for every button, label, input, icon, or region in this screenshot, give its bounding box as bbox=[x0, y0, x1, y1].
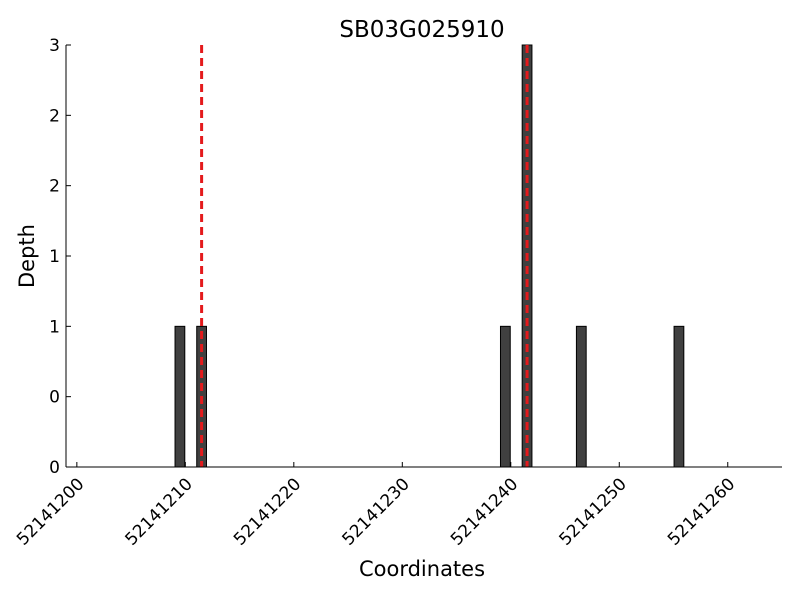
x-tick-label: 52141210 bbox=[122, 474, 197, 549]
x-axis-label: Coordinates bbox=[359, 557, 485, 581]
x-tick-label: 52141250 bbox=[555, 474, 630, 549]
x-tick-label: 52141260 bbox=[664, 474, 739, 549]
y-tick-label: 0 bbox=[49, 458, 60, 478]
x-tick-label: 52141200 bbox=[13, 474, 88, 549]
y-tick-label: 2 bbox=[49, 177, 60, 197]
y-tick-label: 1 bbox=[49, 317, 60, 337]
bar bbox=[499, 325, 511, 468]
y-tick-label: 0 bbox=[49, 388, 60, 408]
y-tick-label: 3 bbox=[49, 36, 60, 56]
x-tick-label: 52141230 bbox=[339, 474, 414, 549]
x-tick-label: 52141220 bbox=[230, 474, 305, 549]
bar bbox=[575, 325, 587, 468]
y-tick-label: 1 bbox=[49, 247, 60, 267]
bar bbox=[174, 325, 186, 468]
bar bbox=[673, 325, 685, 468]
y-axis-label: Depth bbox=[15, 224, 39, 288]
x-tick-label: 52141240 bbox=[447, 474, 522, 549]
y-tick-label: 2 bbox=[49, 106, 60, 126]
chart-title: SB03G025910 bbox=[339, 17, 504, 43]
